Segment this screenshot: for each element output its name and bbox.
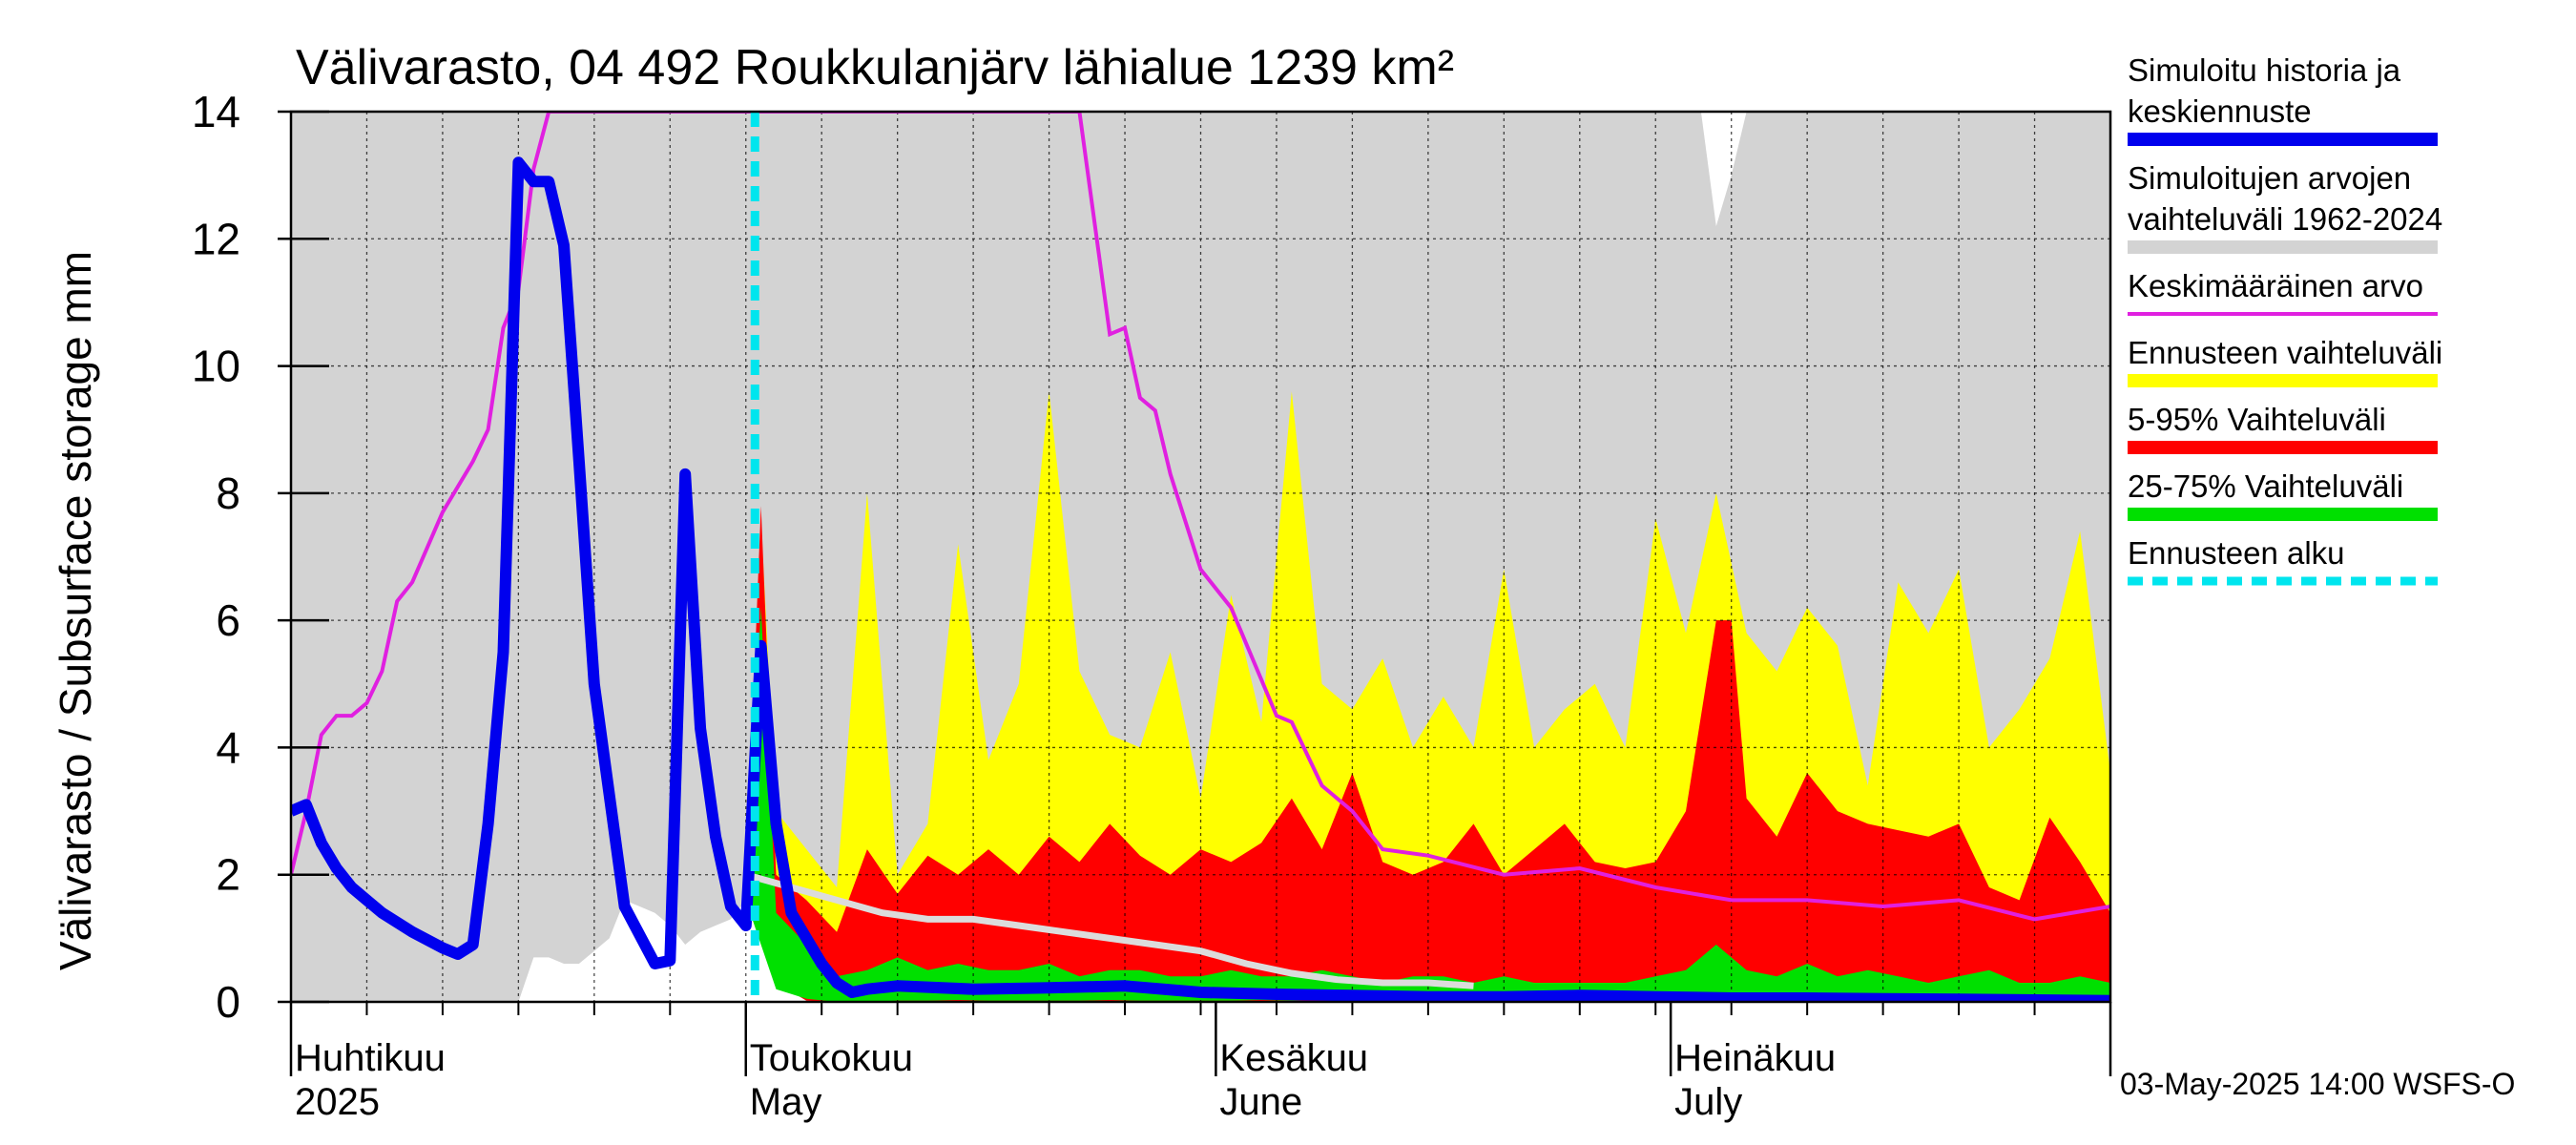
simulated-median-line xyxy=(291,156,2110,1002)
white-median-line xyxy=(744,871,1474,989)
legend-label: 5-95% Vaihteluväli xyxy=(2128,402,2386,437)
y-tick-label: 10 xyxy=(192,342,240,391)
y-tick-label: 14 xyxy=(192,87,240,136)
legend-label: keskiennuste xyxy=(2128,94,2312,129)
chart-title: Välivarasto, 04 492 Roukkulanjärv lähial… xyxy=(296,40,1454,95)
plot-content xyxy=(291,112,2110,1002)
month-label-en: 2025 xyxy=(295,1081,380,1123)
y-tick-label: 12 xyxy=(192,214,240,263)
y-tick-label: 0 xyxy=(216,977,240,1027)
plot-area xyxy=(291,112,2110,1002)
y-tick-label: 8 xyxy=(216,468,240,518)
legend: Simuloitu historia ja keskiennuste Simuloi… xyxy=(2128,52,2442,586)
month-label-fi: Heinäkuu xyxy=(1674,1037,1836,1079)
month-label-fi: Kesäkuu xyxy=(1219,1037,1368,1079)
month-label-en: June xyxy=(1219,1081,1302,1123)
month-label-en: July xyxy=(1674,1081,1742,1123)
legend-label: Simuloitu historia ja xyxy=(2128,52,2401,88)
month-label-fi: Toukokuu xyxy=(750,1037,913,1079)
legend-label: Ennusteen vaihteluväli xyxy=(2128,335,2442,370)
month-label-fi: Huhtikuu xyxy=(295,1037,446,1079)
mean-value-line xyxy=(291,112,2110,922)
y-tick-label: 6 xyxy=(216,595,240,645)
legend-label: Ennusteen alku xyxy=(2128,535,2345,571)
y-tick-label: 2 xyxy=(216,850,240,900)
legend-label: Keskimääräinen arvo xyxy=(2128,268,2423,303)
legend-label: Simuloitujen arvojen xyxy=(2128,160,2411,196)
month-label-en: May xyxy=(750,1081,822,1123)
legend-label: vaihteluväli 1962-2024 xyxy=(2128,201,2442,237)
y-tick-label: 4 xyxy=(216,722,240,772)
footer-timestamp: 03-May-2025 14:00 WSFS-O xyxy=(2120,1067,2515,1101)
legend-label: 25-75% Vaihteluväli xyxy=(2128,468,2403,504)
p5-95-band xyxy=(745,506,2110,1002)
y-axis-label: Välivarasto / Subsurface storage mm xyxy=(51,251,100,970)
